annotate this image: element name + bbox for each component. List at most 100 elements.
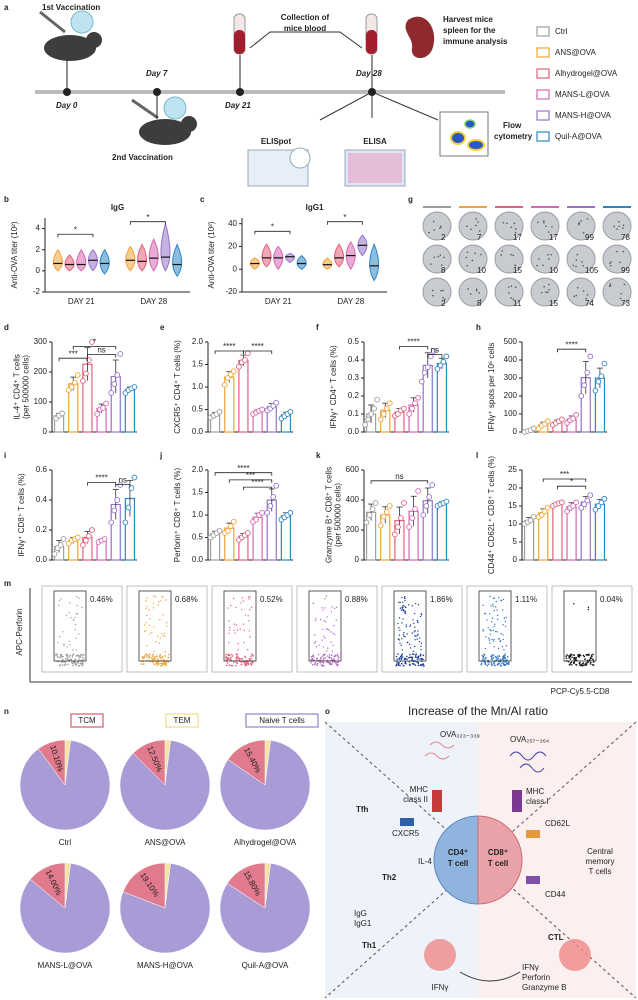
cell-dot	[243, 629, 245, 632]
bar	[538, 512, 549, 561]
spot	[576, 286, 579, 289]
cell-dot	[577, 654, 579, 656]
significance-bracket	[57, 233, 94, 238]
cell-dot	[245, 663, 248, 665]
cell-dot	[399, 629, 401, 631]
spot-count: 105	[585, 266, 599, 275]
cell-dot	[402, 604, 404, 607]
gate-percentage: 0.46%	[90, 595, 113, 604]
data-point	[264, 509, 271, 516]
cell-dot	[488, 613, 491, 615]
cell-dot	[58, 599, 61, 602]
spot	[428, 231, 430, 234]
spot	[616, 228, 618, 230]
cell-dot	[66, 658, 68, 660]
cell-dot	[502, 638, 504, 641]
data-point	[544, 504, 551, 511]
spot	[442, 296, 444, 299]
cell-dot	[573, 661, 576, 663]
cell-dot	[592, 658, 595, 661]
bar	[280, 515, 292, 561]
data-point	[415, 394, 421, 401]
diagram-label: Th1	[362, 941, 377, 950]
cell-dot	[333, 607, 336, 610]
cell-dot	[77, 661, 79, 663]
cell-dot	[68, 655, 71, 658]
y-tick-label: 500	[504, 337, 518, 346]
y-tick-label: 0.0	[36, 555, 48, 564]
cell-dot	[403, 635, 405, 637]
diagram-label: IFNγ	[522, 963, 539, 972]
ctl-cell-icon	[559, 939, 591, 971]
cell-dot	[505, 616, 507, 619]
cell-dot	[398, 626, 400, 629]
data-point	[412, 400, 418, 407]
cell-dot	[250, 664, 253, 666]
data-point	[89, 339, 95, 345]
diagram-label: T cells	[589, 867, 612, 876]
spot	[623, 283, 626, 286]
data-point	[380, 513, 387, 520]
cell-dot	[243, 662, 246, 664]
cell-dot	[501, 662, 503, 664]
cell-dot	[76, 613, 79, 615]
cell-dot	[159, 653, 161, 656]
cell-dot	[405, 606, 407, 609]
y-tick-label: 0.5	[348, 337, 360, 346]
spot	[508, 292, 510, 294]
cell-dot	[573, 654, 576, 656]
flow-blob	[464, 119, 476, 129]
cell-dot	[82, 664, 84, 667]
cell-dot	[491, 658, 494, 661]
y-tick-label: 200	[504, 391, 518, 400]
spot	[575, 265, 577, 268]
particle-icon	[163, 96, 187, 120]
pie-name: MANS-L@OVA	[38, 961, 93, 970]
particle-icon	[70, 10, 94, 34]
data-point	[60, 536, 67, 542]
diagram-title: Increase of the Mn/Al ratio	[408, 704, 548, 718]
pie-name: ANS@OVA	[145, 838, 187, 847]
cell-dot	[148, 624, 151, 627]
cd8-cell	[477, 815, 523, 905]
cell-dot	[503, 661, 505, 663]
y-tick-label: 10	[508, 519, 517, 528]
cell-dot	[143, 624, 146, 626]
cell-dot	[325, 628, 328, 630]
y-axis-label: Anti-OVA titer (10²)	[207, 221, 216, 288]
blood-tube	[366, 30, 377, 54]
peptide-icon	[509, 751, 547, 773]
spot	[619, 261, 622, 264]
cell-dot	[411, 605, 413, 607]
cell-dot	[491, 638, 493, 641]
cell-dot	[417, 661, 420, 664]
cell-dot	[148, 609, 150, 611]
cell-dot	[164, 651, 167, 653]
cell-dot	[243, 641, 245, 644]
cell-dot	[331, 661, 334, 663]
data-point	[89, 527, 95, 533]
data-point	[386, 400, 393, 407]
cell-dot	[156, 655, 158, 658]
cell-dot	[319, 618, 322, 621]
cell-dot	[493, 625, 495, 628]
cell-dot	[397, 638, 400, 640]
cell-dot	[151, 657, 153, 659]
cell-dot	[484, 647, 487, 650]
data-point	[570, 503, 576, 509]
y-tick-label: 0	[36, 266, 41, 275]
cell-dot	[59, 657, 61, 659]
cell-dot	[399, 601, 401, 604]
cell-dot	[75, 637, 77, 639]
cell-dot	[230, 664, 233, 667]
data-point	[221, 381, 228, 388]
y-axis-label: Anti-OVA titer (10²)	[10, 221, 19, 288]
diagram-label: CXCR5	[392, 829, 420, 838]
flow-frame	[466, 585, 548, 673]
cell-dot	[324, 607, 326, 609]
cell-dot	[397, 653, 399, 655]
significance-bracket	[228, 479, 273, 483]
spot	[609, 262, 611, 265]
cell-dot	[502, 624, 504, 626]
